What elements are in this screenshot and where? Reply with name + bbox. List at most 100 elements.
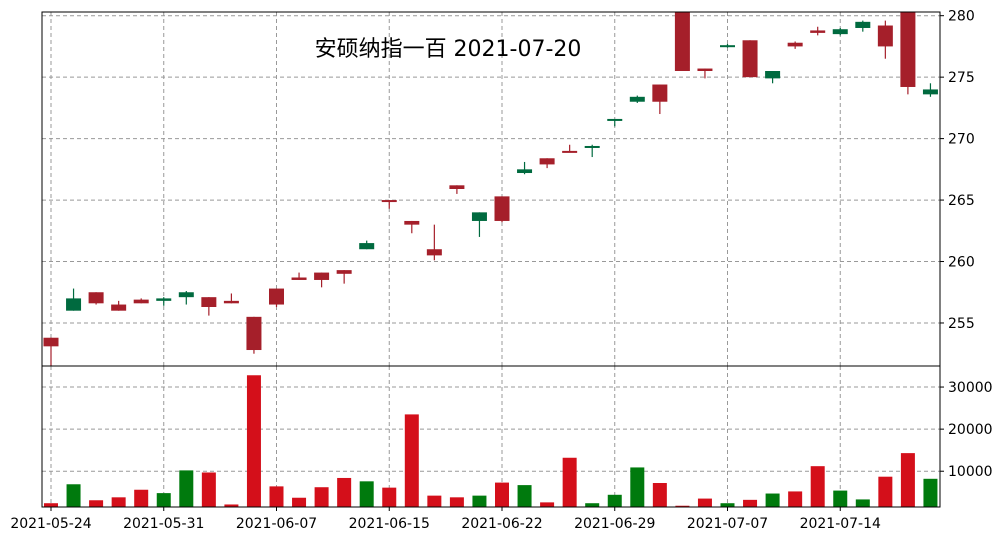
price-panel-frame bbox=[41, 11, 941, 367]
volume-bar bbox=[517, 485, 532, 507]
x-tick-label: 2021-06-15 bbox=[349, 516, 430, 532]
volume-bar bbox=[382, 487, 397, 507]
volume-bar bbox=[855, 499, 870, 507]
candle-body bbox=[291, 277, 307, 280]
axis-labels: 255 260 265 270 275 280 10000 20000 30000 2021-05… bbox=[10, 9, 992, 532]
volume-bar bbox=[878, 476, 893, 507]
volume-bar bbox=[585, 503, 600, 507]
candle-body bbox=[765, 71, 781, 79]
volume-bar bbox=[765, 493, 780, 507]
volume-bar bbox=[111, 497, 126, 507]
grid-layer bbox=[42, 12, 940, 507]
candle-body bbox=[156, 298, 172, 301]
volume-bar bbox=[788, 491, 803, 507]
volume-bar bbox=[427, 495, 442, 507]
volume-tick-label: 10000 bbox=[948, 464, 993, 480]
volume-bar bbox=[66, 484, 81, 507]
x-tick-label: 2021-05-31 bbox=[123, 516, 204, 532]
candle-body bbox=[381, 200, 397, 203]
volume-tick-label: 20000 bbox=[948, 422, 993, 438]
volume-bar bbox=[697, 498, 712, 507]
candle-body bbox=[922, 89, 938, 95]
price-tick-label: 270 bbox=[948, 132, 975, 148]
candle-body bbox=[404, 220, 420, 225]
volume-bar bbox=[472, 495, 487, 507]
candle-body bbox=[88, 292, 104, 304]
candle-body bbox=[336, 270, 352, 274]
candle-body bbox=[832, 29, 848, 35]
volume-bar bbox=[495, 482, 509, 507]
candle-body bbox=[494, 196, 510, 221]
volume-bar bbox=[292, 497, 307, 507]
volume-bar bbox=[449, 497, 464, 507]
volume-bar bbox=[246, 375, 261, 507]
x-tick-label: 2021-06-07 bbox=[236, 516, 317, 532]
volume-bar bbox=[359, 481, 374, 507]
price-tick-label: 265 bbox=[948, 193, 975, 209]
candle-body bbox=[674, 12, 690, 71]
x-tick-label: 2021-06-29 bbox=[574, 516, 655, 532]
candle-body bbox=[720, 45, 735, 48]
candle-body bbox=[787, 42, 803, 47]
volume-bar bbox=[337, 477, 352, 507]
volume-bar bbox=[900, 453, 915, 507]
volume-bar bbox=[269, 486, 284, 507]
candle-body bbox=[607, 118, 623, 121]
volume-bar bbox=[810, 466, 825, 507]
volume-bar bbox=[89, 500, 104, 507]
candle-body bbox=[223, 300, 239, 304]
volume-bar bbox=[562, 457, 577, 507]
volume-bar bbox=[833, 490, 848, 507]
candle-body bbox=[742, 40, 758, 78]
volume-bar bbox=[607, 494, 622, 507]
candle-body bbox=[539, 158, 555, 165]
candle-body bbox=[562, 150, 578, 153]
candle-body bbox=[877, 25, 893, 47]
x-tick-label: 2021-07-14 bbox=[800, 516, 881, 532]
price-tick-label: 280 bbox=[948, 9, 975, 25]
candle-body bbox=[629, 96, 645, 102]
candle-body bbox=[855, 21, 871, 28]
chart-title: 安硕纳指一百 2021-07-20 bbox=[315, 37, 582, 62]
volume-bar bbox=[179, 470, 194, 507]
volume-bars bbox=[44, 375, 938, 507]
candle-body bbox=[810, 30, 826, 33]
candle-body bbox=[359, 243, 375, 250]
price-candles bbox=[43, 12, 938, 366]
candle-body bbox=[43, 337, 59, 347]
price-tick-label: 260 bbox=[948, 255, 975, 271]
candle-body bbox=[652, 84, 668, 102]
volume-bar bbox=[720, 503, 735, 507]
volume-panel-frame bbox=[41, 365, 941, 508]
volume-bar bbox=[44, 503, 58, 507]
volume-bar bbox=[314, 487, 329, 507]
candle-body bbox=[201, 297, 217, 307]
candle-body bbox=[246, 316, 262, 351]
volume-bar bbox=[134, 489, 149, 507]
candle-body bbox=[697, 68, 713, 71]
candle-body bbox=[449, 185, 465, 189]
volume-bar bbox=[652, 483, 667, 507]
candle-body bbox=[471, 212, 487, 221]
x-tick-label: 2021-05-24 bbox=[10, 516, 91, 532]
volume-bar bbox=[743, 499, 758, 507]
volume-bar bbox=[224, 504, 239, 507]
volume-bar bbox=[540, 502, 555, 507]
candle-body bbox=[517, 169, 533, 174]
candle-body bbox=[178, 292, 194, 298]
candle-body bbox=[269, 288, 284, 305]
price-tick-label: 275 bbox=[948, 70, 975, 86]
volume-bar bbox=[404, 414, 419, 507]
x-tick-label: 2021-07-07 bbox=[687, 516, 768, 532]
candle-body bbox=[426, 249, 442, 256]
x-tick-label: 2021-06-22 bbox=[461, 516, 542, 532]
candle-body bbox=[900, 12, 916, 87]
price-tick-label: 255 bbox=[948, 316, 975, 332]
candle-body bbox=[111, 304, 127, 311]
volume-bar bbox=[201, 472, 216, 507]
volume-bar bbox=[923, 478, 938, 507]
volume-bar bbox=[675, 505, 690, 507]
candle-body bbox=[584, 145, 600, 148]
